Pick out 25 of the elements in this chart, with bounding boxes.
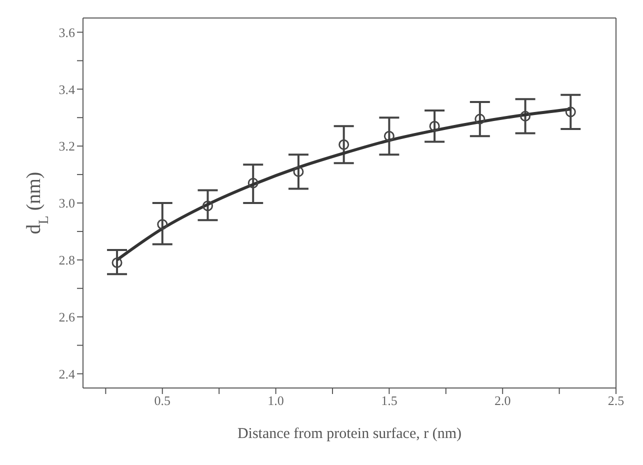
y-tick-label: 3.4 [58,82,76,97]
y-tick-label: 3.0 [58,196,75,211]
point [429,120,440,132]
point [338,139,350,150]
point [248,178,258,188]
point [384,130,394,142]
x-tick-label: 2.0 [494,393,511,408]
point [565,106,576,118]
line-series [116,108,572,262]
point [474,114,486,124]
point [520,110,531,122]
y-tick-label: 2.6 [58,309,76,324]
y-tick-label: 2.4 [58,366,76,382]
x-tick-label: 2.5 [608,393,624,408]
x-tick-label: 1.5 [381,393,398,408]
y-tick-label: 2.8 [58,252,75,268]
x-axis-title: Distance from protein surface, r (nm) [237,426,462,442]
point [112,258,122,268]
point [202,200,214,212]
y-tick-label: 3.2 [58,138,75,154]
point [293,166,304,177]
y-tick-label: 3.6 [58,24,76,40]
x-tick-label: 1.0 [268,393,284,408]
x-tick-label: 0.5 [154,393,171,408]
point [157,219,168,230]
